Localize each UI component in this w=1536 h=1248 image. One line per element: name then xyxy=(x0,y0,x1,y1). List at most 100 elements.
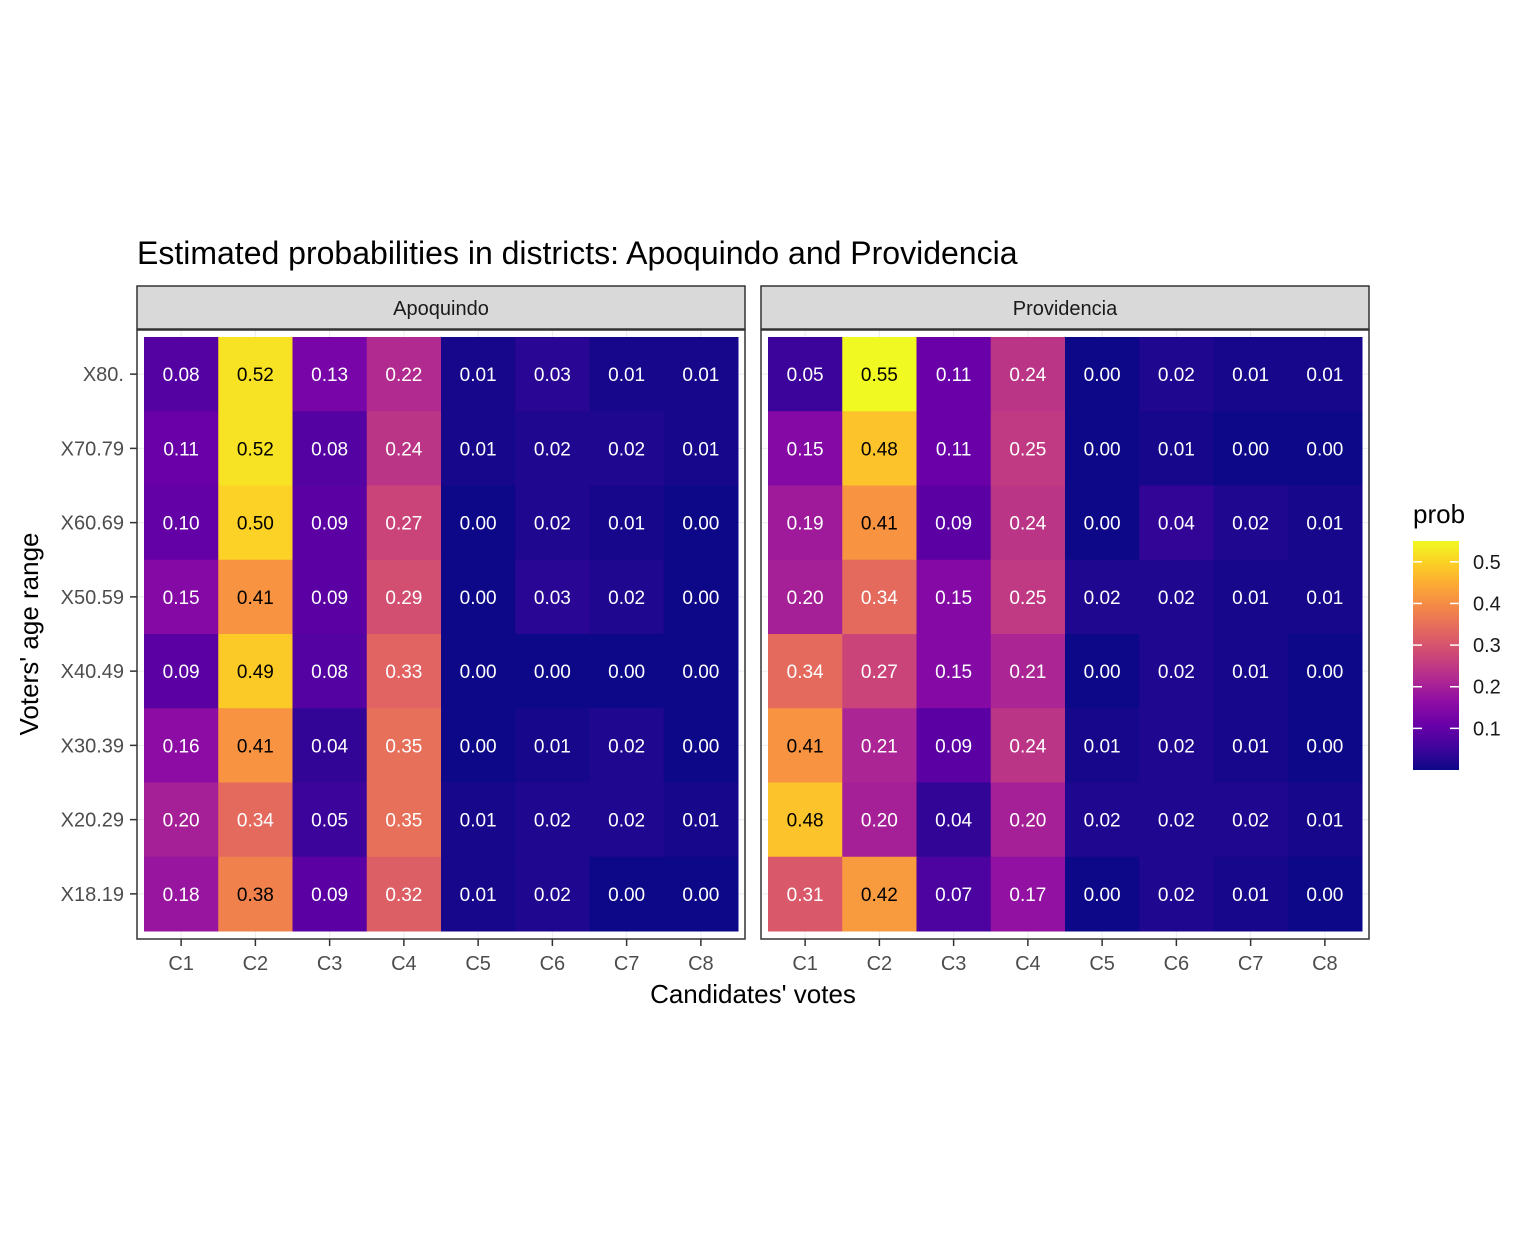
cell-value-label: 0.02 xyxy=(1158,736,1195,757)
heatmap-cell xyxy=(1213,708,1289,783)
cell-value-label: 0.01 xyxy=(1232,662,1269,683)
cell-value-label: 0.04 xyxy=(311,736,348,757)
heatmap-cell xyxy=(366,634,442,709)
heatmap-cell xyxy=(292,782,368,858)
cell-value-label: 0.55 xyxy=(861,365,898,386)
legend-tick-label: 0.5 xyxy=(1473,552,1501,574)
heatmap-cell xyxy=(366,559,442,635)
heatmap-cell xyxy=(768,634,843,709)
heatmap-cell xyxy=(515,411,590,486)
cell-value-label: 0.03 xyxy=(534,588,571,609)
heatmap-cell xyxy=(515,559,590,635)
cell-value-label: 0.00 xyxy=(1306,736,1343,757)
cell-value-label: 0.02 xyxy=(1158,662,1195,683)
cell-value-label: 0.31 xyxy=(787,885,824,906)
heatmap-cell xyxy=(144,634,219,709)
legend-title: prob xyxy=(1413,499,1465,529)
y-axis-title: Voters' age range xyxy=(14,533,44,736)
x-tick-label: C1 xyxy=(792,953,818,975)
heatmap-cell xyxy=(515,782,590,858)
cell-value-label: 0.24 xyxy=(1009,736,1046,757)
cell-value-label: 0.24 xyxy=(1009,514,1046,535)
heatmap-cell xyxy=(1213,485,1289,561)
cell-value-label: 0.02 xyxy=(1232,514,1269,535)
cell-value-label: 0.25 xyxy=(1009,439,1046,460)
cell-value-label: 0.01 xyxy=(608,514,645,535)
heatmap-cell xyxy=(916,634,992,709)
cell-value-label: 0.02 xyxy=(1084,588,1121,609)
heatmap-cell xyxy=(441,782,516,858)
heatmap-cell xyxy=(589,559,665,635)
cell-value-label: 0.00 xyxy=(1306,662,1343,683)
heatmap-cell xyxy=(1065,559,1140,635)
x-tick-label: C5 xyxy=(465,953,491,975)
heatmap-cell xyxy=(515,856,590,932)
cell-value-label: 0.15 xyxy=(163,588,200,609)
panel-border xyxy=(136,329,746,940)
cell-value-label: 0.09 xyxy=(935,736,972,757)
heatmap-cell xyxy=(218,337,293,412)
heatmap-cell xyxy=(842,485,917,561)
heatmap-cell xyxy=(1139,708,1214,783)
heatmap-cell xyxy=(1139,634,1214,709)
cell-value-label: 0.49 xyxy=(237,662,274,683)
heatmap-cell xyxy=(1287,856,1363,932)
cell-value-label: 0.20 xyxy=(787,588,824,609)
cell-value-label: 0.15 xyxy=(935,662,972,683)
heatmap-cell xyxy=(990,856,1066,932)
legend-tick-label: 0.2 xyxy=(1473,677,1501,699)
strip-label: Apoquindo xyxy=(393,298,489,320)
cell-value-label: 0.27 xyxy=(861,662,898,683)
cell-value-label: 0.01 xyxy=(460,885,497,906)
cell-value-label: 0.01 xyxy=(682,439,719,460)
cell-value-label: 0.22 xyxy=(385,365,422,386)
cell-value-label: 0.01 xyxy=(1306,514,1343,535)
cell-value-label: 0.05 xyxy=(311,811,348,832)
cell-value-label: 0.09 xyxy=(311,514,348,535)
cell-value-label: 0.52 xyxy=(237,365,274,386)
cell-value-label: 0.10 xyxy=(163,514,200,535)
cell-value-label: 0.00 xyxy=(682,514,719,535)
x-tick-label: C2 xyxy=(243,953,269,975)
cell-value-label: 0.01 xyxy=(1232,885,1269,906)
cell-value-label: 0.02 xyxy=(1158,588,1195,609)
cell-value-label: 0.15 xyxy=(787,439,824,460)
cell-value-label: 0.24 xyxy=(1009,365,1046,386)
heatmap-cell xyxy=(916,411,992,486)
cell-value-label: 0.24 xyxy=(385,439,422,460)
cell-value-label: 0.33 xyxy=(385,662,422,683)
y-tick-label: X80. xyxy=(83,364,124,386)
cell-value-label: 0.15 xyxy=(935,588,972,609)
heatmap-cell xyxy=(1213,634,1289,709)
cell-value-label: 0.01 xyxy=(460,365,497,386)
cell-value-label: 0.00 xyxy=(1084,439,1121,460)
cell-value-label: 0.02 xyxy=(1158,811,1195,832)
cell-value-label: 0.00 xyxy=(682,885,719,906)
cell-value-label: 0.02 xyxy=(534,885,571,906)
heatmap-cell xyxy=(218,782,293,858)
heatmap-cell xyxy=(990,559,1066,635)
cell-value-label: 0.09 xyxy=(311,588,348,609)
y-tick-label: X70.79 xyxy=(61,438,124,460)
heatmap-cell xyxy=(218,411,293,486)
cell-value-label: 0.25 xyxy=(1009,588,1046,609)
cell-value-label: 0.00 xyxy=(460,514,497,535)
heatmap-cell xyxy=(916,485,992,561)
heatmap-cell xyxy=(1065,856,1140,932)
heatmap-cell xyxy=(1065,634,1140,709)
cell-value-label: 0.00 xyxy=(460,588,497,609)
cell-value-label: 0.35 xyxy=(385,811,422,832)
cell-value-label: 0.01 xyxy=(682,811,719,832)
cell-value-label: 0.21 xyxy=(1009,662,1046,683)
heatmap-cell xyxy=(768,337,843,412)
heatmap-cell xyxy=(990,634,1066,709)
heatmap-cell xyxy=(1139,782,1214,858)
cell-value-label: 0.00 xyxy=(1306,885,1343,906)
chart-title: Estimated probabilities in districts: Ap… xyxy=(137,235,1018,271)
heatmap-cell xyxy=(663,337,739,412)
cell-value-label: 0.01 xyxy=(608,365,645,386)
panel-providencia: Providencia 0.05 0.55 0.11 0.24 0.00 0.02 0.01 0… xyxy=(760,285,1370,975)
heatmap-cell xyxy=(1139,559,1214,635)
x-tick-label: C2 xyxy=(867,953,893,975)
